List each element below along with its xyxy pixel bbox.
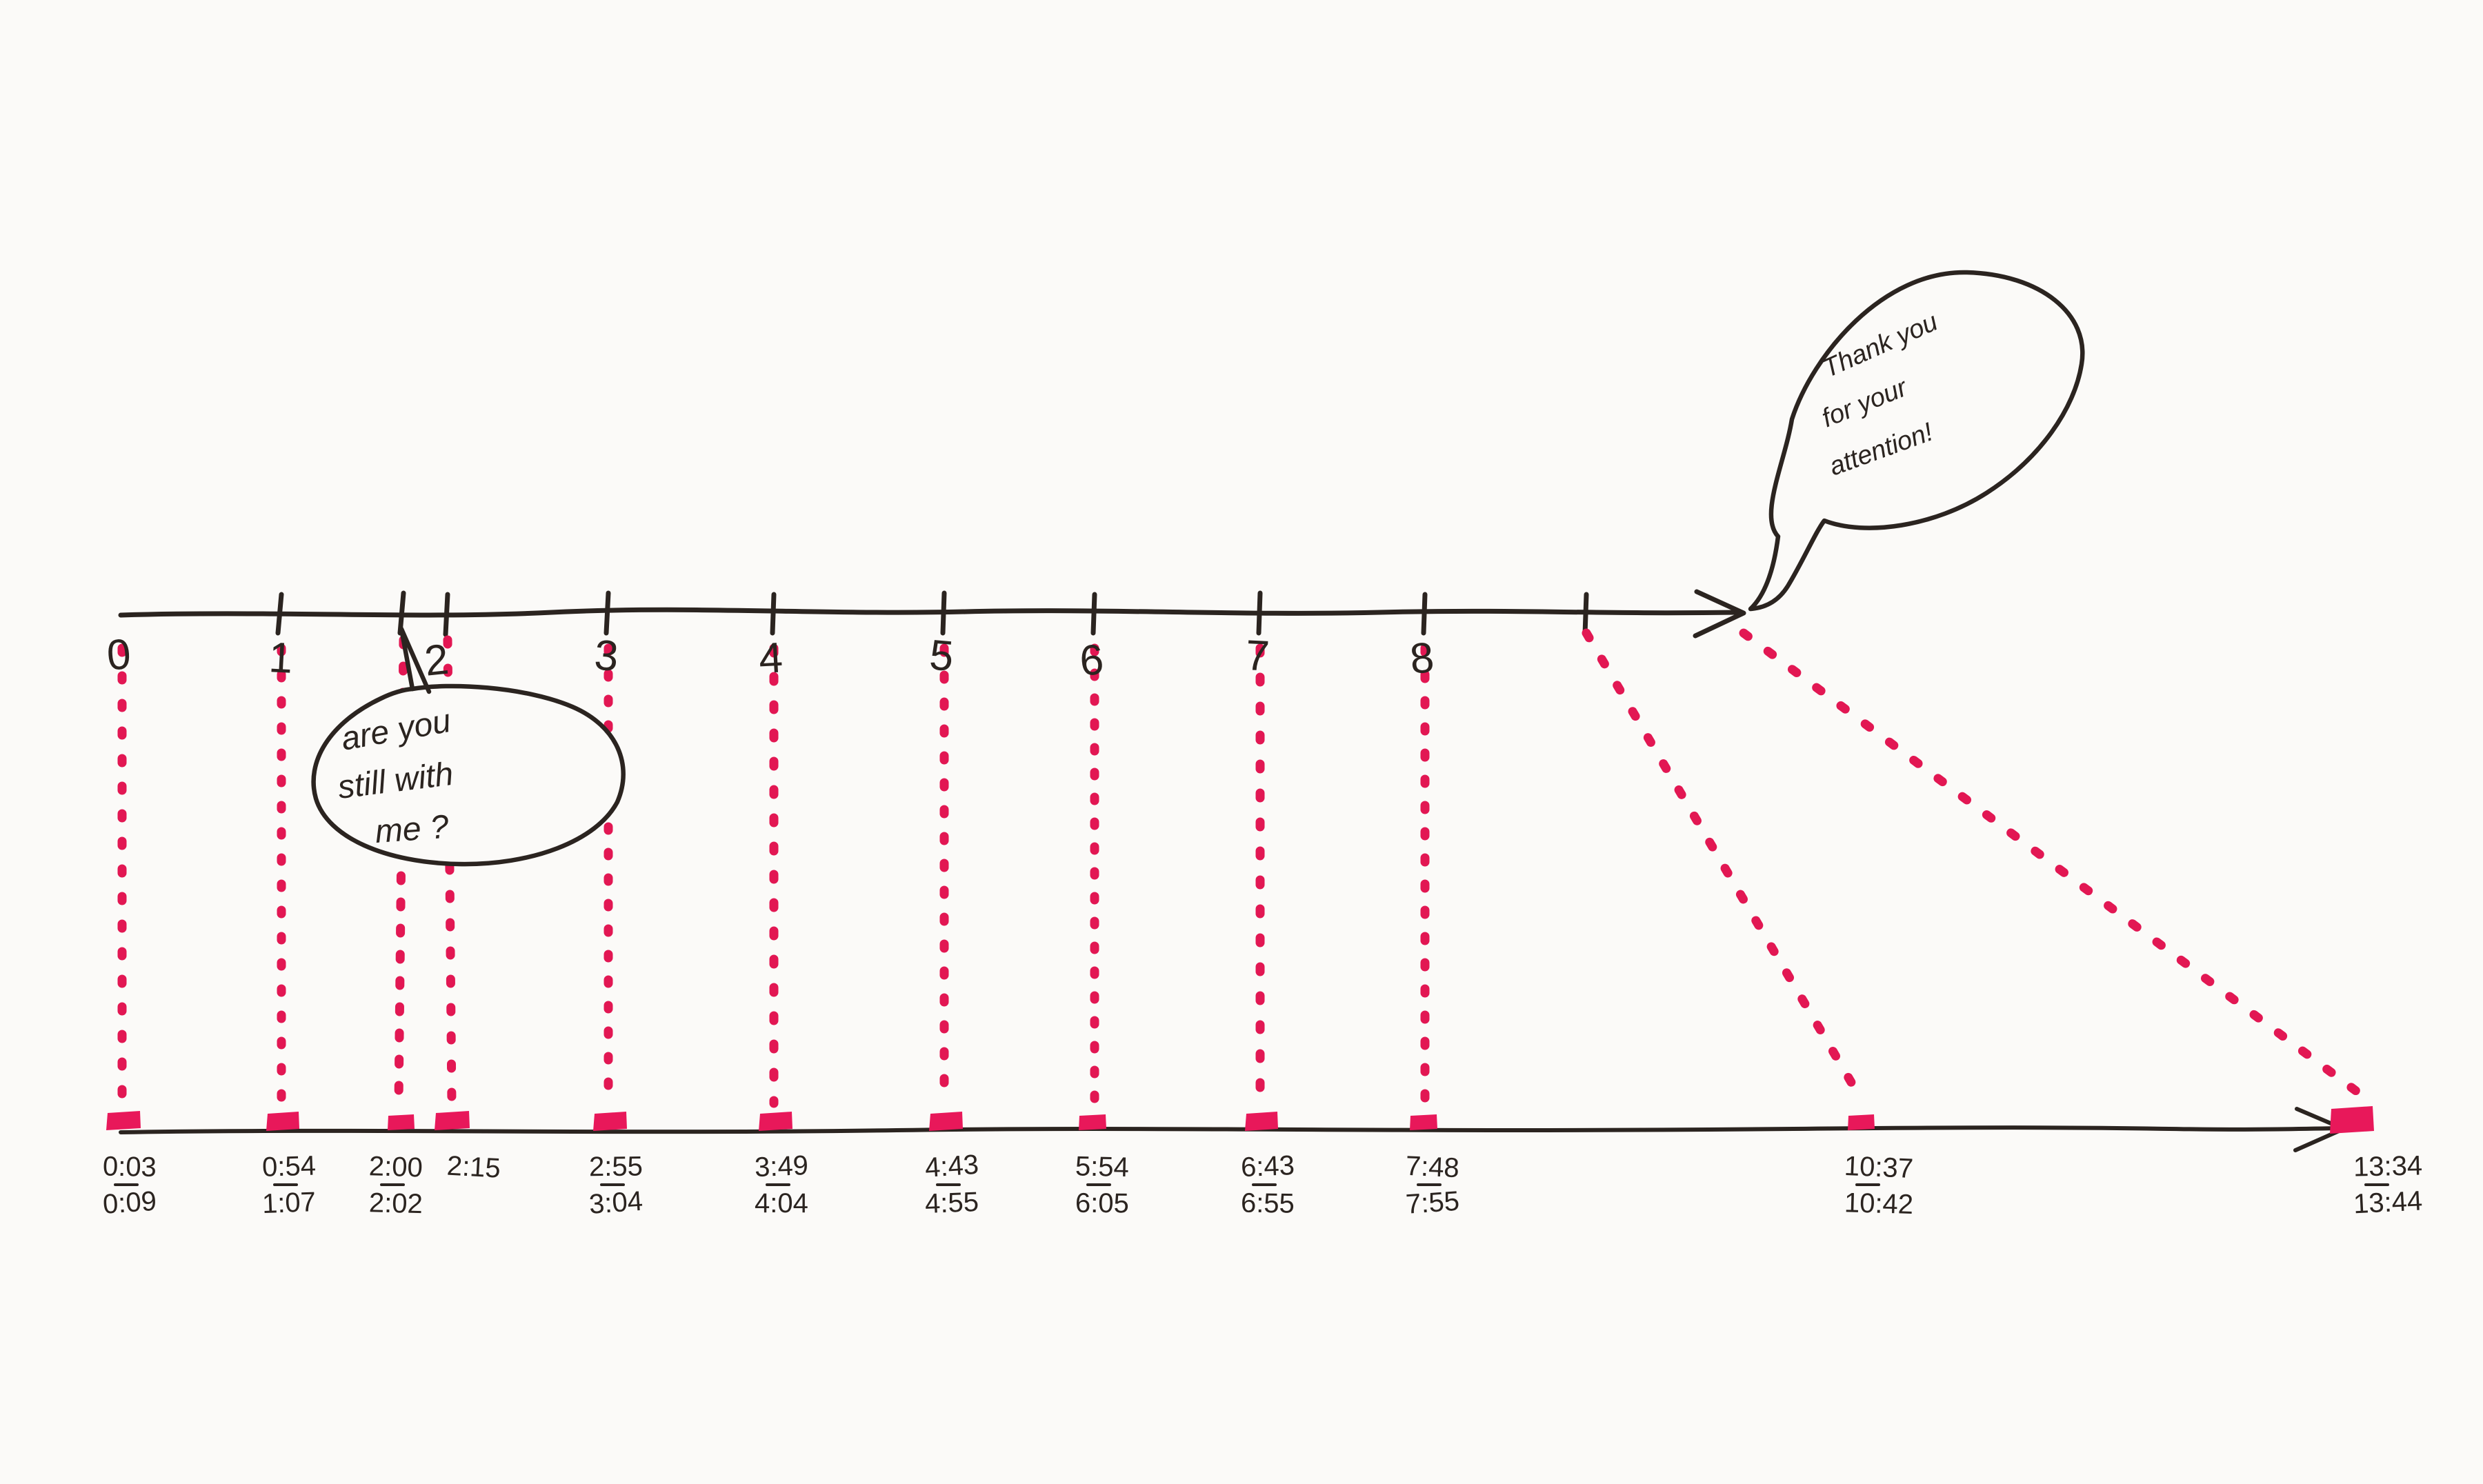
svg-text:6:05: 6:05 xyxy=(1075,1188,1129,1219)
svg-text:3:04: 3:04 xyxy=(588,1186,644,1220)
svg-text:4:55: 4:55 xyxy=(924,1187,979,1219)
svg-text:2:00: 2:00 xyxy=(368,1151,423,1183)
svg-text:0:09: 0:09 xyxy=(102,1186,158,1220)
svg-text:3:49: 3:49 xyxy=(754,1150,809,1183)
svg-text:13:34: 13:34 xyxy=(2353,1150,2423,1182)
svg-text:0:54: 0:54 xyxy=(261,1150,316,1182)
svg-text:2:15: 2:15 xyxy=(446,1151,501,1184)
svg-text:6:55: 6:55 xyxy=(1241,1188,1295,1219)
svg-text:7:55: 7:55 xyxy=(1405,1186,1461,1220)
svg-text:3: 3 xyxy=(593,632,620,681)
svg-text:4:43: 4:43 xyxy=(924,1150,980,1183)
svg-text:7: 7 xyxy=(1244,632,1270,681)
svg-text:0:03: 0:03 xyxy=(103,1151,157,1182)
svg-text:1: 1 xyxy=(268,634,294,683)
svg-text:5: 5 xyxy=(928,631,955,681)
svg-text:6: 6 xyxy=(1078,636,1105,685)
svg-text:me ?: me ? xyxy=(374,809,450,850)
svg-text:8: 8 xyxy=(1408,634,1435,683)
svg-text:6:43: 6:43 xyxy=(1240,1150,1295,1183)
svg-text:7:48: 7:48 xyxy=(1405,1151,1460,1183)
svg-text:2: 2 xyxy=(422,636,451,685)
svg-text:5:54: 5:54 xyxy=(1075,1151,1130,1183)
svg-text:10:42: 10:42 xyxy=(1844,1187,1913,1220)
svg-text:4: 4 xyxy=(757,634,784,683)
svg-text:10:37: 10:37 xyxy=(1844,1151,1914,1184)
svg-text:0: 0 xyxy=(106,630,132,679)
svg-text:4:04: 4:04 xyxy=(755,1188,808,1219)
svg-text:13:44: 13:44 xyxy=(2353,1186,2423,1220)
svg-text:2:55: 2:55 xyxy=(589,1151,643,1182)
svg-text:2:02: 2:02 xyxy=(368,1187,423,1219)
svg-text:1:07: 1:07 xyxy=(261,1187,316,1219)
